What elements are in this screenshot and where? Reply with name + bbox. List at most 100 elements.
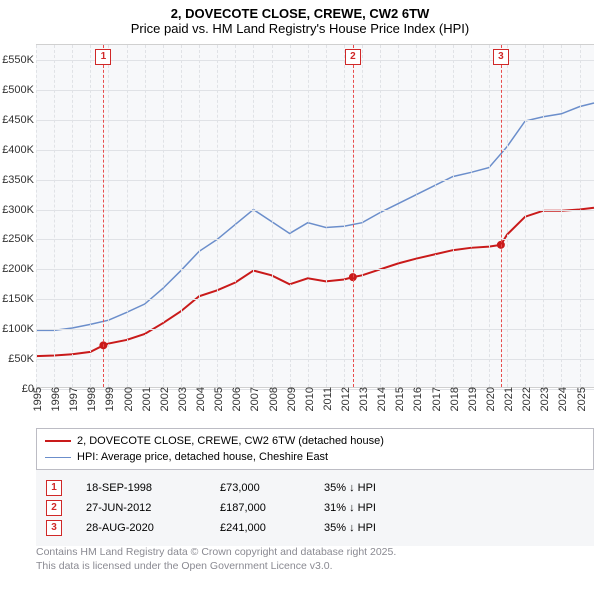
sale-marker-line xyxy=(103,45,104,387)
gridline-v xyxy=(235,45,236,387)
gridline-v xyxy=(217,45,218,387)
x-axis-label: 2025 xyxy=(572,387,588,411)
x-axis-label: 2016 xyxy=(408,387,424,411)
x-axis-label: 2012 xyxy=(336,387,352,411)
gridline-v xyxy=(127,45,128,387)
gridline-h xyxy=(36,239,594,240)
y-axis-label: £500K xyxy=(2,84,36,96)
x-axis-label: 2014 xyxy=(372,387,388,411)
x-axis-label: 2010 xyxy=(300,387,316,411)
series-price_paid xyxy=(36,208,594,356)
x-axis-label: 2003 xyxy=(173,387,189,411)
gridline-v xyxy=(36,45,37,387)
sale-diff: 35% ↓ HPI xyxy=(324,482,376,494)
gridline-v xyxy=(272,45,273,387)
x-axis-label: 1996 xyxy=(46,387,62,411)
gridline-h xyxy=(36,299,594,300)
y-axis-label: £200K xyxy=(2,263,36,275)
x-axis-label: 2020 xyxy=(481,387,497,411)
sale-diff: 31% ↓ HPI xyxy=(324,502,376,514)
y-axis-label: £50K xyxy=(8,353,36,365)
x-axis-label: 2015 xyxy=(390,387,406,411)
legend-swatch xyxy=(45,457,71,458)
gridline-h xyxy=(36,329,594,330)
y-axis-label: £150K xyxy=(2,293,36,305)
gridline-h xyxy=(36,210,594,211)
x-axis-label: 2009 xyxy=(282,387,298,411)
chart-svg xyxy=(36,45,594,387)
title-line1: 2, DOVECOTE CLOSE, CREWE, CW2 6TW xyxy=(0,6,600,21)
x-axis-label: 2011 xyxy=(318,387,334,411)
legend-label: HPI: Average price, detached house, Ches… xyxy=(77,451,328,463)
x-axis-label: 2013 xyxy=(354,387,370,411)
gridline-v xyxy=(398,45,399,387)
x-axis-label: 2001 xyxy=(137,387,153,411)
y-axis-label: £250K xyxy=(2,233,36,245)
gridline-v xyxy=(199,45,200,387)
gridline-v xyxy=(489,45,490,387)
footnote-line2: This data is licensed under the Open Gov… xyxy=(36,560,594,574)
sale-row: 227-JUN-2012£187,00031% ↓ HPI xyxy=(46,498,584,518)
sale-marker-box: 2 xyxy=(345,49,361,65)
sale-marker-box: 1 xyxy=(95,49,111,65)
chart-area: £0£50K£100K£150K£200K£250K£300K£350K£400… xyxy=(36,44,594,388)
y-axis-label: £350K xyxy=(2,174,36,186)
sale-price: £241,000 xyxy=(220,522,300,534)
x-axis-label: 2022 xyxy=(517,387,533,411)
x-axis-label: 2006 xyxy=(227,387,243,411)
gridline-v xyxy=(163,45,164,387)
sale-marker-line xyxy=(353,45,354,387)
legend-swatch xyxy=(45,440,71,442)
x-axis-label: 2017 xyxy=(427,387,443,411)
y-axis-label: £400K xyxy=(2,144,36,156)
y-axis-label: £300K xyxy=(2,204,36,216)
gridline-v xyxy=(344,45,345,387)
gridline-v xyxy=(507,45,508,387)
y-axis-label: £450K xyxy=(2,114,36,126)
legend-label: 2, DOVECOTE CLOSE, CREWE, CW2 6TW (detac… xyxy=(77,435,384,447)
x-axis-label: 1997 xyxy=(64,387,80,411)
gridline-h xyxy=(36,269,594,270)
gridline-v xyxy=(145,45,146,387)
sale-row: 1 18-SEP-1998 £73,000 35% ↓ HPI xyxy=(46,478,584,498)
gridline-v xyxy=(435,45,436,387)
sale-marker-box: 3 xyxy=(493,49,509,65)
sale-marker: 3 xyxy=(46,520,62,536)
gridline-v xyxy=(543,45,544,387)
gridline-v xyxy=(290,45,291,387)
gridline-v xyxy=(90,45,91,387)
sale-price: £73,000 xyxy=(220,482,300,494)
gridline-h xyxy=(36,90,594,91)
x-axis-label: 2008 xyxy=(264,387,280,411)
x-axis-label: 2023 xyxy=(535,387,551,411)
y-axis-label: £100K xyxy=(2,323,36,335)
x-axis-label: 2004 xyxy=(191,387,207,411)
gridline-v xyxy=(181,45,182,387)
gridline-v xyxy=(471,45,472,387)
chart-container: 2, DOVECOTE CLOSE, CREWE, CW2 6TW Price … xyxy=(0,0,600,590)
x-axis-label: 1995 xyxy=(28,387,44,411)
footnote-line1: Contains HM Land Registry data © Crown c… xyxy=(36,546,594,560)
sale-diff: 35% ↓ HPI xyxy=(324,522,376,534)
gridline-v xyxy=(54,45,55,387)
legend-row: 2, DOVECOTE CLOSE, CREWE, CW2 6TW (detac… xyxy=(45,433,585,449)
x-axis-label: 2000 xyxy=(119,387,135,411)
gridline-h xyxy=(36,150,594,151)
gridline-v xyxy=(416,45,417,387)
gridline-v xyxy=(580,45,581,387)
x-axis-label: 2019 xyxy=(463,387,479,411)
sale-marker: 1 xyxy=(46,480,62,496)
x-axis-label: 2007 xyxy=(245,387,261,411)
gridline-h xyxy=(36,180,594,181)
sale-date: 18-SEP-1998 xyxy=(86,482,196,494)
footnote: Contains HM Land Registry data © Crown c… xyxy=(36,546,594,573)
title-block: 2, DOVECOTE CLOSE, CREWE, CW2 6TW Price … xyxy=(0,0,600,38)
gridline-h xyxy=(36,359,594,360)
x-axis-label: 1999 xyxy=(100,387,116,411)
title-line2: Price paid vs. HM Land Registry's House … xyxy=(0,21,600,36)
x-axis-label: 2018 xyxy=(445,387,461,411)
series-hpi xyxy=(36,103,594,330)
gridline-v xyxy=(108,45,109,387)
gridline-v xyxy=(561,45,562,387)
sale-date: 27-JUN-2012 xyxy=(86,502,196,514)
